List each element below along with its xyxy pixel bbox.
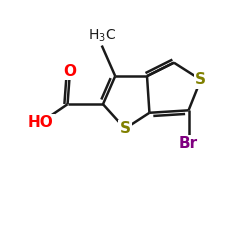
Text: S: S (195, 72, 206, 87)
Text: HO: HO (28, 115, 54, 130)
Text: O: O (64, 64, 76, 79)
Text: S: S (120, 121, 130, 136)
Text: Br: Br (179, 136, 198, 151)
Text: H$_3$C: H$_3$C (88, 28, 116, 44)
